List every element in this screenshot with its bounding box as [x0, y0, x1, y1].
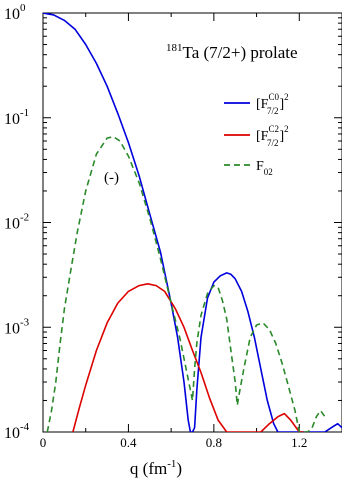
chart-title-mass: 181 [166, 42, 183, 54]
legend: [FC0 7/2]2 [FC2 7/2]2 F02 [224, 92, 289, 177]
y-tick-label: 10-4 [4, 421, 30, 442]
chart-title: 181Ta (7/2+) prolate [166, 42, 298, 62]
x-tick-label: 0.4 [120, 435, 137, 450]
series-line-1 [72, 282, 304, 432]
x-tick-label: 0.8 [206, 435, 222, 450]
y-tick-label: 10-3 [4, 316, 30, 337]
series-line-0 [43, 13, 342, 432]
legend-label-2: F02 [256, 159, 273, 177]
x-tick-label: 0 [40, 435, 47, 450]
series-layer [43, 13, 342, 432]
y-tick-label: 10-1 [4, 107, 29, 128]
legend-label-0: [FC0 7/2]2 [256, 92, 289, 116]
y-tick-label: 100 [4, 2, 26, 23]
axis-ticks: 0 0.4 0.8 1.2 100 10-1 10-2 10-3 10-4 [4, 2, 342, 450]
x-axis-label-sup: -1 [167, 458, 176, 470]
x-axis-label-close: ) [176, 459, 182, 478]
series-line-2 [46, 135, 326, 432]
annotation-minus: (-) [104, 170, 119, 186]
chart-title-text: Ta (7/2+) prolate [183, 43, 298, 62]
x-axis-label-base: q (fm [130, 459, 167, 478]
x-tick-label: 1.2 [291, 435, 307, 450]
x-axis-label: q (fm-1) [130, 458, 182, 478]
plot-frame [42, 12, 342, 433]
y-tick-label: 10-2 [4, 212, 29, 233]
legend-label-1: [FC2 7/2]2 [256, 124, 289, 148]
